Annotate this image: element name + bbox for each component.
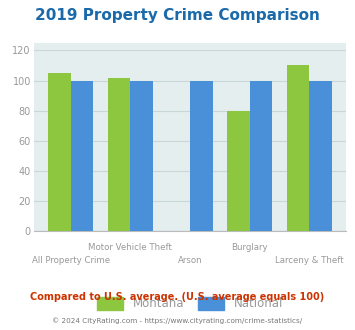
Legend: Montana, National: Montana, National — [93, 293, 286, 314]
Text: 2019 Property Crime Comparison: 2019 Property Crime Comparison — [35, 8, 320, 23]
Text: Motor Vehicle Theft: Motor Vehicle Theft — [88, 244, 172, 252]
Text: All Property Crime: All Property Crime — [32, 256, 110, 265]
Bar — [108, 78, 130, 231]
Text: Arson: Arson — [178, 256, 202, 265]
Text: Burglary: Burglary — [231, 244, 268, 252]
Bar — [130, 81, 153, 231]
Bar — [48, 73, 71, 231]
Bar — [309, 81, 332, 231]
Text: Compared to U.S. average. (U.S. average equals 100): Compared to U.S. average. (U.S. average … — [31, 292, 324, 302]
Bar — [227, 111, 250, 231]
Text: Larceny & Theft: Larceny & Theft — [275, 256, 344, 265]
Bar — [190, 81, 213, 231]
Bar — [286, 65, 309, 231]
Bar — [250, 81, 272, 231]
Text: © 2024 CityRating.com - https://www.cityrating.com/crime-statistics/: © 2024 CityRating.com - https://www.city… — [53, 317, 302, 324]
Bar — [71, 81, 93, 231]
